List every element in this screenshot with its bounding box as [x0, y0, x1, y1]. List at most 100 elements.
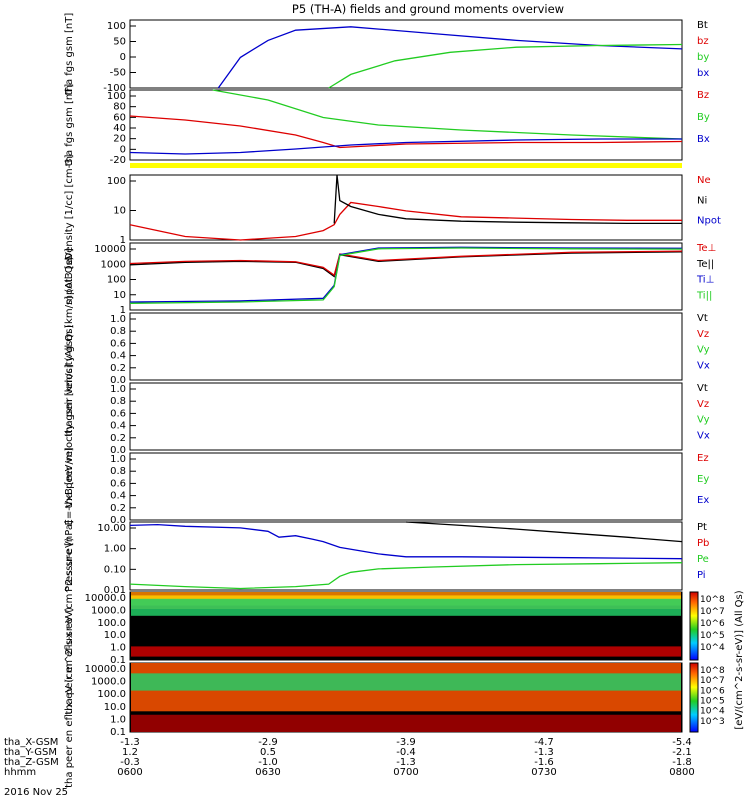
y-axis-label: mpot3 [eV]	[64, 248, 75, 305]
series-Bz	[129, 115, 683, 149]
y-tick-label: 10.0	[104, 702, 126, 713]
x-tick-label: -5.4	[672, 737, 692, 748]
legend-entry: by	[697, 52, 709, 63]
series-bx	[217, 26, 683, 89]
y-tick-label: 1	[120, 305, 126, 316]
y-tick-label: 1	[120, 235, 126, 246]
legend-entry: Bt	[697, 20, 708, 31]
x-tick-label: -1.3	[396, 757, 416, 768]
colorbar-tick: 10^6	[700, 619, 725, 629]
x-tick-label: -1.6	[534, 757, 554, 768]
panel-frame	[129, 312, 683, 381]
chart-title: P5 (TH-A) fields and ground moments over…	[292, 2, 564, 16]
panel-2: 100 10 1 Density [1/cc] [cm-3] Ne Ni Npot	[64, 154, 721, 260]
y-tick-label: 10000.0	[85, 664, 126, 675]
legend-entry: By	[697, 112, 710, 123]
panel-frame	[129, 382, 683, 451]
series-Pi	[129, 523, 683, 560]
heatmap-band	[131, 714, 681, 732]
legend-entry: Pb	[697, 538, 709, 549]
x-tick-label: 1.2	[122, 747, 138, 758]
panel-frame	[129, 242, 683, 311]
legend-entry: Ex	[697, 495, 709, 506]
y-tick-label: 0.8	[110, 396, 126, 407]
x-row-label: tha_Z-GSM	[4, 757, 59, 768]
heatmap-band	[131, 673, 681, 691]
y-tick-label: 0.6	[110, 478, 126, 489]
x-tick-label: 0800	[669, 767, 694, 778]
panel-frame	[129, 89, 683, 161]
colorbar-tick: 10^8	[700, 666, 725, 676]
legend-entry: Pi	[697, 570, 706, 581]
x-tick-label: -3.9	[396, 737, 416, 748]
y-tick-label: 100.0	[97, 618, 126, 629]
y-tick-label: 20	[113, 134, 126, 145]
colorbar-units: [eV/(cm^2-s-sr-eV)] (All Qs)	[734, 590, 745, 729]
series-Te||	[129, 251, 683, 278]
legend-entry: Npot	[697, 216, 721, 227]
panel-frame	[129, 452, 683, 521]
colorbar-tick: 10^3	[700, 717, 725, 727]
legend-entry: Vy	[697, 345, 710, 356]
x-tick-label: -1.3	[120, 737, 140, 748]
x-row-label: hhmm	[4, 767, 36, 778]
y-axis-label: Density [1/cc] [cm-3]	[64, 154, 75, 260]
y-tick-label: 100	[107, 21, 126, 32]
y-tick-label: 10000	[94, 244, 126, 255]
heatmap-band	[131, 646, 681, 657]
x-row-label: tha_Y-GSM	[4, 747, 57, 758]
y-tick-label: 0.0	[110, 375, 126, 386]
series-Ti⊥	[129, 246, 683, 303]
colorbar-tick: 10^4	[700, 707, 725, 717]
y-tick-label: 0.0	[110, 445, 126, 456]
quality-flag-bar	[130, 163, 682, 168]
series-Ni	[333, 174, 682, 225]
y-tick-label: 0.2	[110, 363, 126, 374]
panel-0: 100 50 0 -50 -100 tha fgs gsm [nT] Bt bz by bx	[64, 13, 709, 96]
panel-3: 10000 1000 100 10 1 mpot3 [eV] Te⊥ Te|| Ti⊥ Ti||	[64, 242, 716, 316]
y-tick-label: 40	[113, 123, 126, 134]
x-tick-label: 0700	[393, 767, 418, 778]
y-tick-label: -50	[110, 68, 126, 79]
y-tick-label: 1.0	[110, 643, 126, 654]
legend-entry: Vz	[697, 329, 709, 340]
series-By	[212, 89, 683, 140]
legend-entry: Ti||	[696, 290, 712, 301]
legend-entry: Te⊥	[696, 243, 716, 254]
x-tick-label: -1.0	[258, 757, 278, 768]
x-tick-label: -2.9	[258, 737, 278, 748]
colorbar-tick: 10^6	[700, 686, 725, 696]
y-tick-label: 10.00	[97, 523, 126, 534]
y-tick-label: 100.0	[97, 689, 126, 700]
legend-entry: Ni	[697, 195, 707, 206]
y-tick-label: 0.4	[110, 491, 126, 502]
y-tick-label: 60	[113, 112, 126, 123]
x-tick-label: -2.1	[672, 747, 692, 758]
y-axis-label: tha fgs gsm [nT]	[64, 84, 75, 167]
y-tick-label: 0.10	[104, 564, 126, 575]
colorbar-tick: 10^4	[700, 643, 725, 653]
colorbar-tick: 10^7	[700, 607, 725, 617]
colorbar	[689, 591, 699, 661]
legend-entry: Te||	[696, 259, 714, 270]
series-Ne	[129, 201, 682, 241]
y-tick-label: 10	[113, 290, 126, 301]
x-tick-label: 0600	[117, 767, 142, 778]
series-by	[328, 43, 683, 89]
y-tick-label: 10000.0	[85, 593, 126, 604]
colorbar-tick: 10^5	[700, 631, 725, 641]
x-axis-labels: tha_X-GSM -1.3 -2.9 -3.9 -4.7 -5.4 tha_Y-GSM 1.…	[4, 737, 695, 798]
y-axis-label: tha peir velocity gsm [km/s] (All Qs)	[64, 256, 75, 437]
legend-entry: Bz	[697, 90, 709, 101]
colorbars: 10^810^710^610^510^410^810^710^610^510^4…	[689, 590, 745, 733]
y-tick-label: 50	[113, 37, 126, 48]
y-tick-label: 0.2	[110, 433, 126, 444]
y-tick-label: 10.0	[104, 630, 126, 641]
y-tick-label: 0.1	[110, 655, 126, 666]
colorbar-tick: 10^5	[700, 697, 725, 707]
